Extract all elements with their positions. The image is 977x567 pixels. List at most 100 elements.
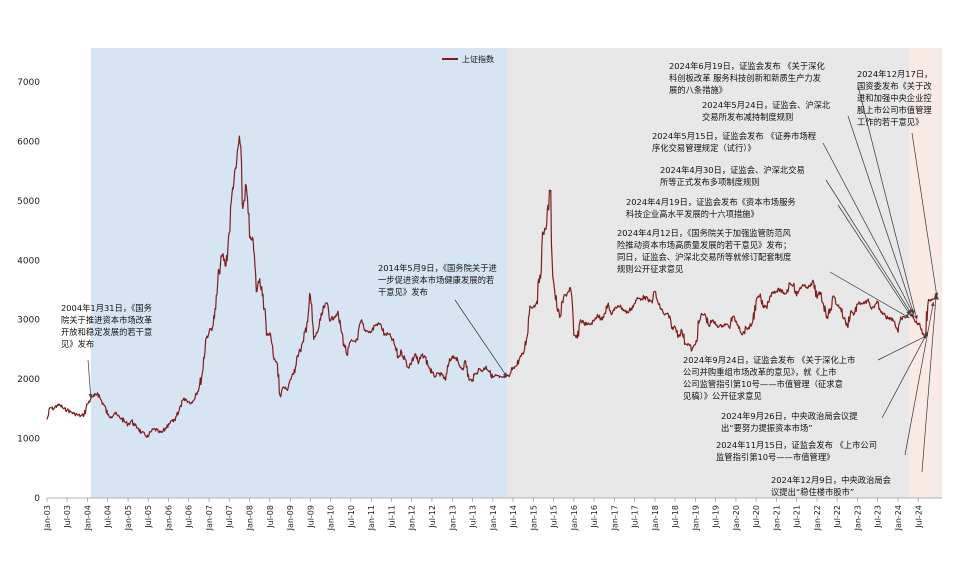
series-line-shanghai-index [46, 135, 939, 438]
y-tick-label: 3000 [17, 316, 40, 326]
x-tick-label: Jul-04 [104, 505, 113, 529]
x-tick-label: Jul-19 [712, 505, 721, 529]
annotation-line: 监管指引第10号——市值管理》 [716, 452, 834, 462]
annotation-a2004: 2004年1月31日，《国务院关于推进资本市场改革开放和稳定发展的若干意见》发布 [61, 303, 152, 349]
x-tick-label: Jul-17 [631, 505, 640, 529]
x-tick-label: Jul-03 [63, 505, 72, 529]
annotation-line: 见稿）》公开征求意见 [683, 391, 762, 401]
x-tick-label: Jul-13 [468, 505, 477, 529]
annotation-a240619: 2024年6月19日，证监会发布 《关于深化科创板改革 服务科技创新和新质生产力… [669, 61, 825, 95]
x-tick-label: Jan-14 [489, 505, 498, 531]
annotation-line: 出“要努力提振资本市场” [721, 423, 813, 433]
annotation-a240430: 2024年4月30日，证监会、沪深北交易所等正式发布多项制度规则 [660, 165, 805, 187]
legend: 上证指数 [442, 54, 494, 64]
x-tick-label: Jan-08 [246, 505, 255, 531]
annotation-leader-line [857, 85, 918, 320]
x-tick-label: Jan-23 [854, 505, 863, 531]
annotation-line: 公司监管指引第10号——市值管理（征求意 [683, 379, 843, 389]
x-tick-label: Jan-22 [813, 505, 822, 531]
annotation-a2014: 2014年5月9日，《国务院关于进一步促进资本市场健康发展的若干意见》发布 [378, 263, 497, 297]
annotation-line: 2024年4月12日，《国务院关于加强监管防范风 [617, 228, 792, 238]
x-tick-label: Jan-09 [286, 505, 295, 531]
annotation-leader-line [877, 334, 928, 361]
annotation-a241217: 2024年12月17日， 国资委发布《关于改进和加强中央企业控股上市公司市值管理工… [857, 69, 932, 127]
y-tick-label: 4000 [17, 256, 40, 266]
x-tick-label: Jan-16 [570, 505, 579, 531]
x-tick-label: Jan-21 [773, 505, 782, 531]
annotation-leader-line [825, 179, 912, 314]
annotation-leader-line [822, 142, 914, 314]
annotation-line: 同日，证监会、沪深北交易所等就修订配套制度 [617, 252, 791, 262]
series-layer [46, 135, 939, 438]
annotation-line: 2024年4月19日，证监会发布《资本市场服务 [626, 197, 796, 207]
x-tick-label: Jan-07 [205, 505, 214, 531]
policy-period-band-3 [909, 48, 942, 498]
x-tick-label: Jan-15 [529, 505, 538, 531]
x-tick-label: Jul-09 [306, 505, 315, 529]
x-tick-label: Jul-10 [347, 505, 356, 529]
annotation-arrowhead [914, 315, 918, 320]
x-tick-label: Jul-22 [833, 505, 842, 529]
x-tick-label: Jul-15 [549, 505, 558, 529]
annotation-line: 国资委发布《关于改 [857, 81, 932, 91]
annotation-line: 科创板改革 服务科技创新和新质生产力发 [669, 73, 821, 83]
y-tick-label: 5000 [17, 197, 40, 207]
x-tick-label: Jul-11 [387, 505, 396, 529]
x-tick-label: Jul-07 [225, 505, 234, 529]
x-tick-label: Jul-12 [428, 505, 437, 529]
y-tick-label: 1000 [17, 435, 40, 445]
annotation-line: 交易所发布减持制度规则 [702, 112, 793, 122]
annotation-line: 2024年4月30日，证监会、沪深北交易 [660, 165, 805, 175]
x-tick-label: Jul-06 [185, 505, 194, 529]
annotation-line: 开放和稳定发展的若干意 [61, 327, 152, 337]
annotation-leader-line [921, 295, 937, 473]
annotation-line: 议提出“稳住楼市股市” [771, 487, 854, 497]
annotation-a240926: 2024年9月26日，中央政治局会议提出“要努力提振资本市场” [721, 411, 858, 433]
annotation-a240515: 2024年5月15日，证监会发布 《证券市场程序化交易管理规定（试行）》 [652, 131, 816, 153]
annotation-leader-line [881, 331, 929, 419]
annotation-line: 险推动资本市场高质量发展的若干意见》发布； [617, 240, 791, 250]
y-tick-label: 2000 [17, 375, 40, 385]
annotation-line: 股上市公司市值管理 [857, 105, 932, 115]
y-tick-label: 7000 [17, 78, 40, 88]
x-tick-label: Jan-03 [43, 505, 52, 531]
legend-label: 上证指数 [462, 54, 494, 64]
annotation-a240419: 2024年4月19日，证监会发布《资本市场服务科技企业高水平发展的十六项措施》 [626, 197, 796, 219]
x-tick-label: Jul-16 [590, 505, 599, 529]
x-tick-label: Jan-13 [448, 505, 457, 531]
annotation-leader-line [911, 132, 938, 298]
policy-period-band-1 [90, 48, 508, 498]
annotation-arrowhead [88, 393, 93, 399]
x-tick-label: Jan-19 [691, 505, 700, 531]
annotation-line: 展的八条措施》 [669, 85, 727, 95]
annotation-arrowhead [503, 372, 508, 377]
annotation-leader-line [837, 204, 911, 316]
annotation-line: 见》发布 [61, 339, 94, 349]
annotation-line: 2024年12月9日，中央政治局会 [771, 475, 891, 485]
x-tick-label: Jan-20 [732, 505, 741, 531]
annotation-line: 一步促进资本市场健康发展的若 [378, 275, 494, 285]
annotation-line: 2024年6月19日，证监会发布 《关于深化 [669, 61, 825, 71]
annotation-line: 进和加强中央企业控 [857, 93, 932, 103]
x-tick-label: Jul-05 [144, 505, 153, 529]
annotation-line: 2024年5月15日，证监会发布 《证券市场程 [652, 131, 816, 141]
annotation-line: 所等正式发布多项制度规则 [660, 177, 760, 187]
x-tick-label: Jan-06 [165, 505, 174, 531]
x-tick-label: Jul-20 [752, 505, 761, 529]
annotation-leader-line [904, 301, 934, 456]
annotation-line: 2014年5月9日，《国务院关于进 [378, 263, 497, 273]
annotation-a241209: 2024年12月9日，中央政治局会议提出“稳住楼市股市” [771, 475, 891, 497]
annotation-arrowhead [904, 314, 910, 318]
annotation-arrowhead [934, 292, 939, 298]
annotation-arrowhead [910, 309, 915, 315]
annotation-line: 干意见》发布 [378, 287, 428, 297]
x-tick-label: Jan-04 [84, 505, 93, 531]
x-tick-label: Jan-10 [327, 505, 336, 531]
x-axis: Jan-03 Jul-03 Jan-04 Jul-04 Jan-05 Jul-05 Jan-… [43, 497, 942, 531]
annotation-a240524: 2024年5月24日，证监会、沪深北交易所发布减持制度规则 [702, 100, 831, 122]
annotation-leader-line [847, 115, 915, 315]
x-tick-label: Jan-24 [894, 505, 903, 531]
x-tick-label: Jan-12 [408, 505, 417, 531]
